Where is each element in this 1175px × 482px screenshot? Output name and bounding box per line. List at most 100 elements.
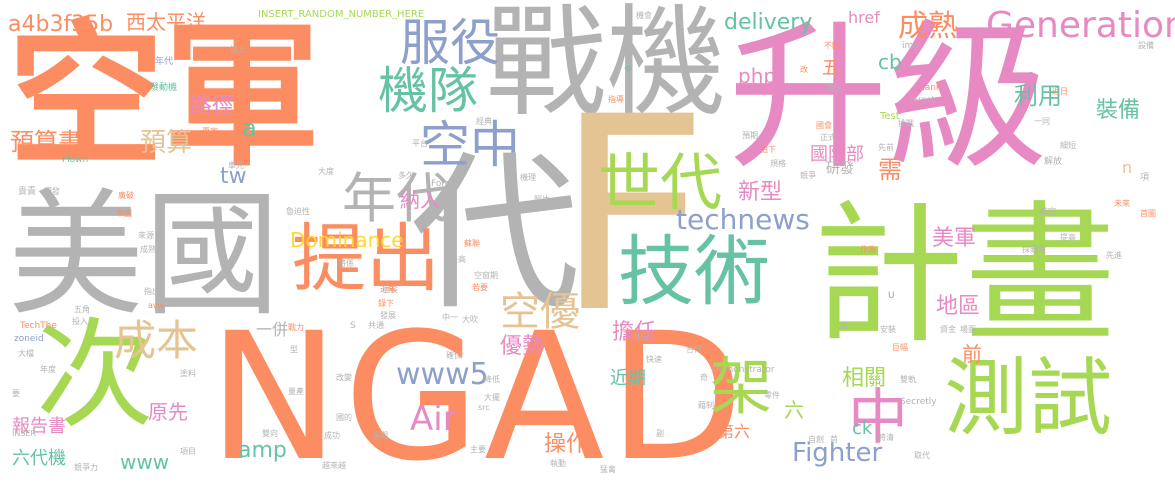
- w-lu-ji: 魯迫性: [286, 207, 310, 216]
- w-xiang: 項: [1140, 173, 1150, 183]
- w-xu: 需: [878, 156, 902, 184]
- w-a: a: [242, 114, 257, 142]
- w-ce-shi: 測試: [944, 349, 1113, 447]
- w-fa-dong-ji: 發動機: [150, 83, 178, 93]
- w-nian-dai: 年代: [342, 167, 450, 230]
- w-img: img: [902, 41, 919, 51]
- w-zhong-guo: 中國: [116, 209, 132, 218]
- w-ngad: NGAD: [208, 295, 748, 482]
- w-ji-shu: 技術: [618, 227, 770, 316]
- w-cai-gou: 採購費: [1022, 245, 1046, 254]
- w-kai-fa: 開發: [44, 187, 60, 196]
- w-sheng-ji: 升級: [728, 4, 1049, 191]
- w-zui-gao: 最高: [450, 255, 466, 264]
- w-yi-bing: 一併: [256, 320, 289, 339]
- w-xian-qian: 先前: [878, 143, 894, 152]
- w-u: U: [888, 291, 895, 301]
- w-amp: amp: [238, 438, 287, 463]
- w-ruo-yao: 若要: [472, 283, 488, 292]
- w-jing-zheng-li: 競爭力: [74, 463, 98, 472]
- w-jing-dian: 經典: [476, 117, 492, 126]
- w-da-qi: 大吹: [462, 315, 478, 324]
- w-n: n: [1122, 158, 1133, 177]
- w-ji-hua: 計畫: [812, 187, 1116, 364]
- w-li-yong: 利用: [1014, 82, 1062, 110]
- w-yu-suan: 預算: [140, 128, 193, 158]
- w-lai-yuan: 來源: [138, 231, 154, 240]
- w-cb: cb: [878, 50, 902, 74]
- w-inser: INSER: [12, 429, 37, 438]
- w-liang-chan: 量產: [288, 387, 304, 396]
- w-zhi-chu: 指出: [144, 287, 160, 296]
- w-lu-xia: 錄下: [378, 299, 394, 308]
- w-jiang-di: 降低: [484, 375, 500, 384]
- w-zheng-shi: 正式: [820, 133, 836, 142]
- w-xiang-guan: 相關: [842, 366, 887, 391]
- w-jin-ri: 近日: [1052, 87, 1068, 96]
- w-air: Air: [410, 399, 457, 439]
- w-kong-zhong: 空中: [420, 116, 520, 174]
- w-zhao-pian: 照片: [534, 195, 550, 204]
- w-xiang-mu: 項目: [180, 447, 196, 456]
- w-jin-qi: 近期: [610, 368, 646, 389]
- w-chang-mian: 場面: [960, 325, 976, 334]
- w-fa-yuan: 發展: [380, 311, 396, 320]
- w-kong-zhong-qi: 空窗期: [474, 271, 498, 280]
- w-zi-xin: 自創: [808, 435, 824, 444]
- w-bao-gao-shu: 報告書: [12, 416, 66, 437]
- w-gong-tong: 共通: [368, 321, 384, 330]
- w-jiang-qing: 將清: [878, 433, 894, 442]
- w-xi-jie: 細短: [1060, 141, 1076, 150]
- w-zoneid: zoneid: [14, 334, 44, 344]
- w-wu: 五: [822, 58, 840, 79]
- w-cheng-shu: 成熟: [898, 9, 958, 44]
- w-da-qiang: 大檔: [18, 349, 34, 358]
- w-gui-ze: 貴責: [18, 187, 37, 197]
- w-da-du: 大度: [318, 167, 334, 176]
- w-liu: 六: [784, 398, 804, 422]
- w-gui-ge: 規格: [770, 159, 786, 168]
- w-yu-qi: 預期: [742, 131, 758, 140]
- w-tiao-zhan: 挑戰: [898, 119, 914, 128]
- w-ling-jian: 零件: [764, 391, 780, 400]
- w-jie-fang: 解放: [1044, 157, 1063, 167]
- w-fang-shi: 廣破: [118, 191, 134, 200]
- w-cheng-fang: 成熟度: [140, 245, 164, 254]
- w-hang-kong: 航空: [1040, 207, 1056, 216]
- w-mi-ma: 國的: [336, 413, 352, 422]
- w-ling: 令: [624, 65, 632, 74]
- w-dominance: Dominance: [290, 228, 404, 252]
- w-delivery: delivery: [724, 10, 813, 35]
- w-mei-jun: 美軍: [932, 226, 977, 251]
- w-jia: 架: [710, 350, 773, 423]
- w-ju-fu: 巨幅: [892, 343, 908, 352]
- w-dai: 代: [410, 136, 581, 334]
- w-zhuan-jia: 專家: [202, 127, 218, 136]
- w-bu-shu: 不斷: [824, 41, 840, 50]
- w-xin-xing: 新型: [738, 180, 783, 205]
- w-zhong: 中: [848, 383, 908, 453]
- w-ji-hui: 機會: [636, 11, 652, 20]
- w-zhu-yao: 主要: [470, 445, 486, 454]
- w-shuang-xiang: 雙向: [262, 429, 278, 438]
- w-secretly: Secretly: [900, 397, 937, 407]
- w-shou-tu: 首圖: [1140, 209, 1156, 218]
- w-di-qu: 地區: [936, 294, 981, 319]
- w-f: F: [555, 60, 710, 372]
- w-fighter: Fighter: [792, 438, 883, 468]
- w-he-zuo: 合作: [686, 345, 702, 354]
- w-ping-tai: 平台: [412, 139, 428, 148]
- w-da-xing: 大擺: [484, 393, 500, 402]
- w-www: www: [120, 450, 170, 474]
- w-dan-ren: 擔任: [612, 320, 657, 345]
- w-zhuang-bei: 裝備: [1096, 98, 1141, 123]
- w-wei-lai: 未來: [1114, 199, 1130, 208]
- w-duo-jiu: 多久: [398, 171, 414, 180]
- w-kuan: 款: [224, 69, 232, 78]
- w-kuai-su: 快速: [646, 355, 662, 364]
- w-zai: 要: [12, 389, 20, 398]
- w-liu-dai-ji: 六代機: [12, 448, 66, 469]
- w-an-quan: 安裝: [880, 325, 896, 334]
- w-ti-chu: 提出: [292, 216, 440, 302]
